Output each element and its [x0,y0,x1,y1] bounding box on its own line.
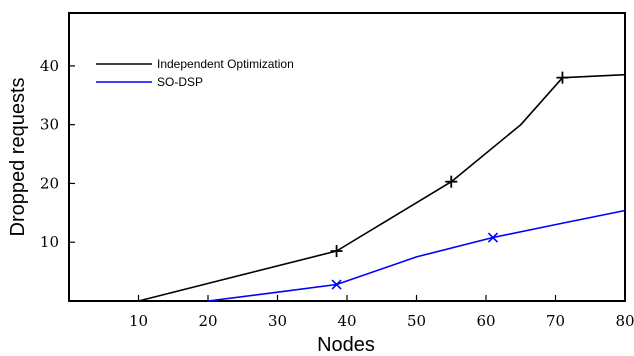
legend-label-independent-optimization: Independent Optimization [157,57,294,71]
data-point-so-dsp-1 [331,279,342,290]
data-point-independent-optimization-2 [445,175,458,188]
y-axis-title: Dropped requests [7,78,29,237]
x-tick-label-10: 10 [129,312,148,330]
legend: Independent Optimization SO-DSP [96,57,294,89]
y-axis-ticks: 10 20 30 40 [40,57,75,251]
marker-stroke [331,279,342,290]
data-point-independent-optimization-3 [556,71,569,84]
marker-stroke [487,232,499,243]
x-tick-label-50: 50 [407,312,426,330]
x-tick-label-70: 70 [546,312,565,330]
plot-frame [68,12,626,302]
x-axis-title: Nodes [317,334,375,356]
y-tick-label-40: 40 [40,57,59,75]
x-axis-ticks: 10 20 30 40 50 60 70 80 [129,295,634,330]
y-tick-label-20: 20 [40,174,59,192]
data-point-so-dsp-2 [487,232,499,243]
x-tick-label-20: 20 [198,312,217,330]
x-tick-label-60: 60 [476,312,495,330]
series-line-so-dsp [207,209,626,302]
x-tick-label-80: 80 [615,312,634,330]
legend-label-so-dsp: SO-DSP [157,75,203,89]
data-point-independent-optimization-1 [330,245,343,258]
series-layer [138,71,626,302]
series-line-independent-optimization [138,73,626,302]
y-tick-label-10: 10 [40,233,59,251]
y-tick-label-30: 30 [40,116,59,134]
x-tick-label-40: 40 [337,312,356,330]
x-tick-label-30: 30 [268,312,287,330]
